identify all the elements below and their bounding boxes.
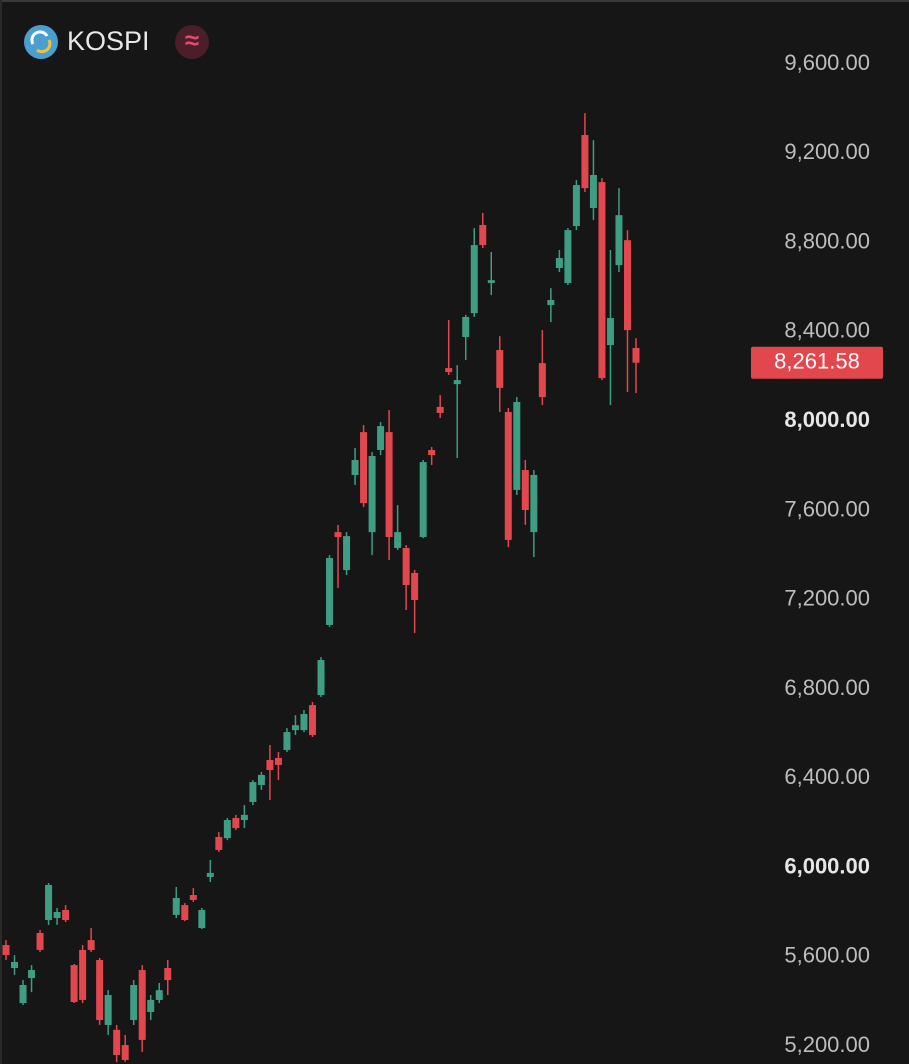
candle-body (274, 757, 282, 765)
candle-body (334, 532, 342, 538)
candle-body (623, 240, 631, 331)
candle-body (377, 426, 385, 450)
candle-body (79, 949, 87, 1000)
candle-body (581, 135, 589, 189)
y-tick-label: 9,600.00 (784, 50, 870, 75)
y-tick-label: 6,800.00 (784, 675, 870, 700)
chart-title: KOSPI (67, 26, 150, 56)
candle-body (19, 984, 27, 1004)
candle-body (555, 258, 563, 269)
candle-body (462, 316, 470, 338)
candle-body (598, 182, 606, 379)
candle-body (470, 245, 478, 314)
candle-body (564, 230, 572, 284)
y-tick-label: 5,600.00 (784, 943, 870, 968)
candle-body (513, 401, 521, 490)
candle-body (504, 412, 512, 540)
candle-body (2, 945, 10, 956)
candle-body (538, 363, 546, 398)
candle-body (283, 732, 291, 750)
y-tick-label: 6,400.00 (784, 764, 870, 789)
candle-body (257, 774, 265, 785)
candle-body (317, 660, 325, 696)
candle-body (45, 884, 53, 921)
candle-body (419, 462, 427, 538)
y-tick-label: 8,400.00 (784, 318, 870, 343)
candle-body (394, 532, 402, 548)
candle-body (308, 705, 316, 736)
candle-body (172, 897, 180, 915)
y-tick-label: 9,200.00 (784, 139, 870, 164)
candle-body (130, 984, 138, 1021)
candle-body (62, 909, 70, 921)
candle-body (291, 725, 299, 731)
y-tick-label: 7,200.00 (784, 586, 870, 611)
candle-body (453, 380, 461, 385)
candle-body (479, 224, 487, 246)
candle-body (223, 820, 231, 839)
candle-body (487, 280, 495, 284)
candle-body (121, 1045, 129, 1060)
candle-body (249, 782, 257, 802)
candle-body (113, 1029, 121, 1056)
candle-body (402, 547, 410, 586)
candle-body (351, 460, 359, 475)
candle-body (411, 572, 419, 600)
candle-body (215, 837, 223, 850)
last-price-marker: 8,261.58 (751, 346, 883, 379)
candle-body (589, 174, 597, 209)
candle-body (496, 349, 504, 388)
candle-body (360, 432, 368, 504)
candle-body (632, 347, 640, 363)
candle-body (96, 959, 104, 1021)
symbol-icon (24, 25, 58, 59)
candle-body (240, 814, 248, 821)
candle-body (164, 968, 172, 981)
candle-body (606, 318, 614, 346)
candle-body (343, 536, 351, 571)
candle-body (385, 432, 393, 538)
candle-body (428, 449, 436, 456)
svg-text:≈: ≈ (185, 25, 199, 55)
candle-body (198, 909, 206, 929)
y-tick-label: 8,000.00 (784, 407, 870, 432)
y-tick-label: 5,200.00 (784, 1032, 870, 1057)
candle-body (138, 970, 146, 1040)
candle-body (266, 760, 274, 771)
candle-body (53, 912, 61, 919)
candle-body (368, 456, 376, 533)
candle-body (155, 990, 163, 1000)
candle-body (11, 961, 19, 969)
candle-body (615, 215, 623, 266)
candle-body (28, 970, 36, 979)
candle-body (206, 872, 214, 877)
candle-body (547, 299, 555, 306)
last-price-label: 8,261.58 (774, 349, 860, 374)
candle-body (87, 940, 95, 950)
last-price-box (751, 346, 883, 379)
candle-body (572, 185, 580, 227)
candle-body (445, 368, 453, 373)
candle-body (326, 558, 334, 625)
candle-body (181, 905, 189, 921)
candle-body (70, 965, 78, 1002)
y-tick-label: 6,000.00 (784, 853, 870, 878)
candle-body (36, 932, 44, 950)
candle-body (232, 818, 240, 829)
candle-body (147, 999, 155, 1012)
status-icon: ≈ (175, 25, 209, 59)
candle-body (104, 995, 112, 1025)
y-tick-label: 8,800.00 (784, 228, 870, 253)
candle-body (521, 470, 529, 511)
y-tick-label: 7,600.00 (784, 496, 870, 521)
candle-body (530, 474, 538, 533)
candle-body (436, 406, 444, 413)
candle-body (189, 895, 197, 900)
candle-body (300, 714, 308, 731)
